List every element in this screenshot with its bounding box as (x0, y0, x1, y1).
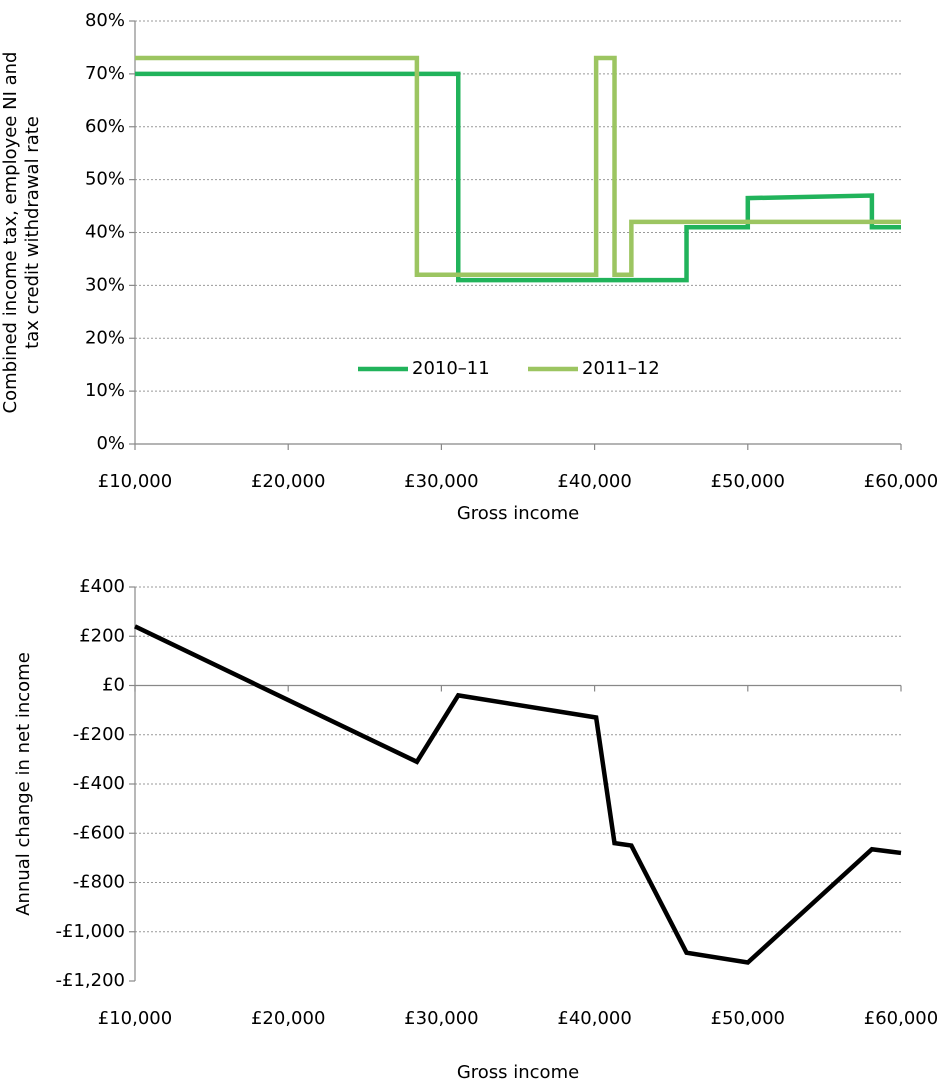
series-line (134, 624, 902, 965)
x-tick-label: £50,000 (711, 1008, 785, 1029)
y-tick-label: -£800 (73, 872, 125, 893)
x-tick-label: £50,000 (711, 471, 785, 492)
y-tick-label: 0% (96, 433, 125, 454)
x-tick-label: £20,000 (251, 1008, 325, 1029)
y-axis-label: Combined income tax, employee NI andtax … (0, 52, 43, 414)
x-tick-label: £10,000 (98, 1008, 172, 1029)
legend-label: 2010–11 (412, 358, 490, 379)
x-tick-label: £60,000 (864, 471, 938, 492)
y-tick-label: 50% (85, 169, 125, 190)
x-tick-label: £60,000 (864, 1008, 938, 1029)
y-tick-label: 20% (85, 327, 125, 348)
x-axis-label: Gross income (457, 1062, 579, 1083)
y-axis-label-line: Annual change in net income (13, 652, 34, 916)
legend-label: 2011–12 (582, 358, 660, 379)
y-axis-label: Annual change in net income (13, 652, 34, 916)
y-tick-label: £200 (79, 625, 125, 646)
y-tick-label: 70% (85, 63, 125, 84)
y-tick-label: -£400 (73, 773, 125, 794)
y-tick-label: 30% (85, 274, 125, 295)
y-tick-label: -£600 (73, 822, 125, 843)
y-tick-label: 40% (85, 222, 125, 243)
x-tick-label: £30,000 (404, 1008, 478, 1029)
x-tick-label: £40,000 (557, 471, 631, 492)
series-line (135, 71, 901, 283)
y-axis-label-line: Combined income tax, employee NI and (0, 52, 21, 414)
x-tick-label: £40,000 (557, 1008, 631, 1029)
y-tick-label: -£1,000 (56, 921, 125, 942)
x-tick-label: £20,000 (251, 471, 325, 492)
y-axis-label-line: tax credit withdrawal rate (22, 116, 43, 349)
x-tick-label: £30,000 (404, 471, 478, 492)
x-tick-label: £10,000 (98, 471, 172, 492)
y-tick-label: 10% (85, 380, 125, 401)
y-tick-label: 60% (85, 116, 125, 137)
series-line (135, 55, 901, 278)
y-tick-label: -£1,200 (56, 970, 125, 991)
y-tick-label: 80% (85, 10, 125, 31)
y-tick-label: -£200 (73, 724, 125, 745)
y-tick-label: £400 (79, 576, 125, 597)
x-axis-label: Gross income (457, 503, 579, 524)
y-tick-label: £0 (102, 675, 125, 696)
